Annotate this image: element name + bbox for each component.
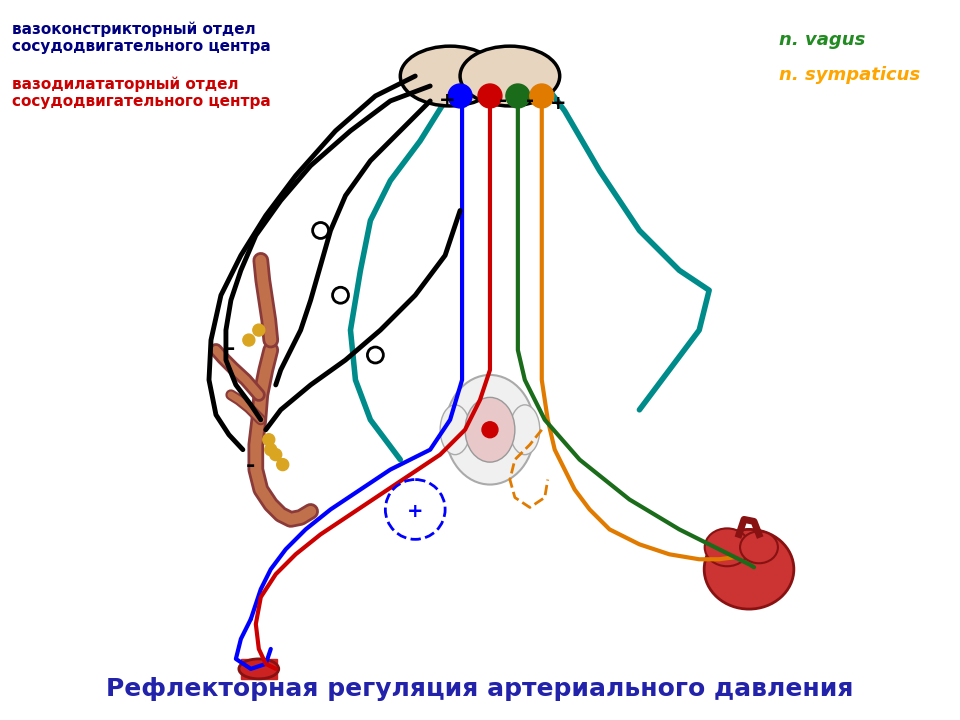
Text: +: + [549,94,566,113]
Text: -: - [526,91,534,110]
Ellipse shape [740,531,778,563]
Ellipse shape [400,46,500,106]
Ellipse shape [239,659,278,679]
Text: n. vagus: n. vagus [779,31,865,49]
Text: n. sympaticus: n. sympaticus [779,66,920,84]
Circle shape [482,422,498,438]
Circle shape [263,433,275,446]
Circle shape [530,84,554,108]
Circle shape [265,444,276,456]
Text: вазоконстрикторный отдел
сосудодвигательного центра: вазоконстрикторный отдел сосудодвигатель… [12,21,271,54]
Ellipse shape [705,529,794,609]
Ellipse shape [510,405,540,454]
Circle shape [252,324,265,336]
Circle shape [478,84,502,108]
Ellipse shape [705,528,750,566]
Ellipse shape [460,46,560,106]
Text: -: - [499,91,507,110]
Ellipse shape [465,397,515,462]
Circle shape [506,84,530,108]
Text: +: + [439,91,455,110]
Text: вазодилататорный отдел
сосудодвигательного центра: вазодилататорный отдел сосудодвигательно… [12,76,271,109]
Text: +: + [407,502,423,521]
Circle shape [270,449,281,461]
Polygon shape [241,659,276,679]
Ellipse shape [440,405,470,454]
Circle shape [243,334,254,346]
Text: -: - [246,456,255,476]
Ellipse shape [445,375,535,485]
Text: Рефлекторная регуляция артериального давления: Рефлекторная регуляция артериального дав… [107,677,853,701]
Circle shape [276,459,289,471]
Circle shape [448,84,472,108]
Text: -: - [227,339,235,359]
